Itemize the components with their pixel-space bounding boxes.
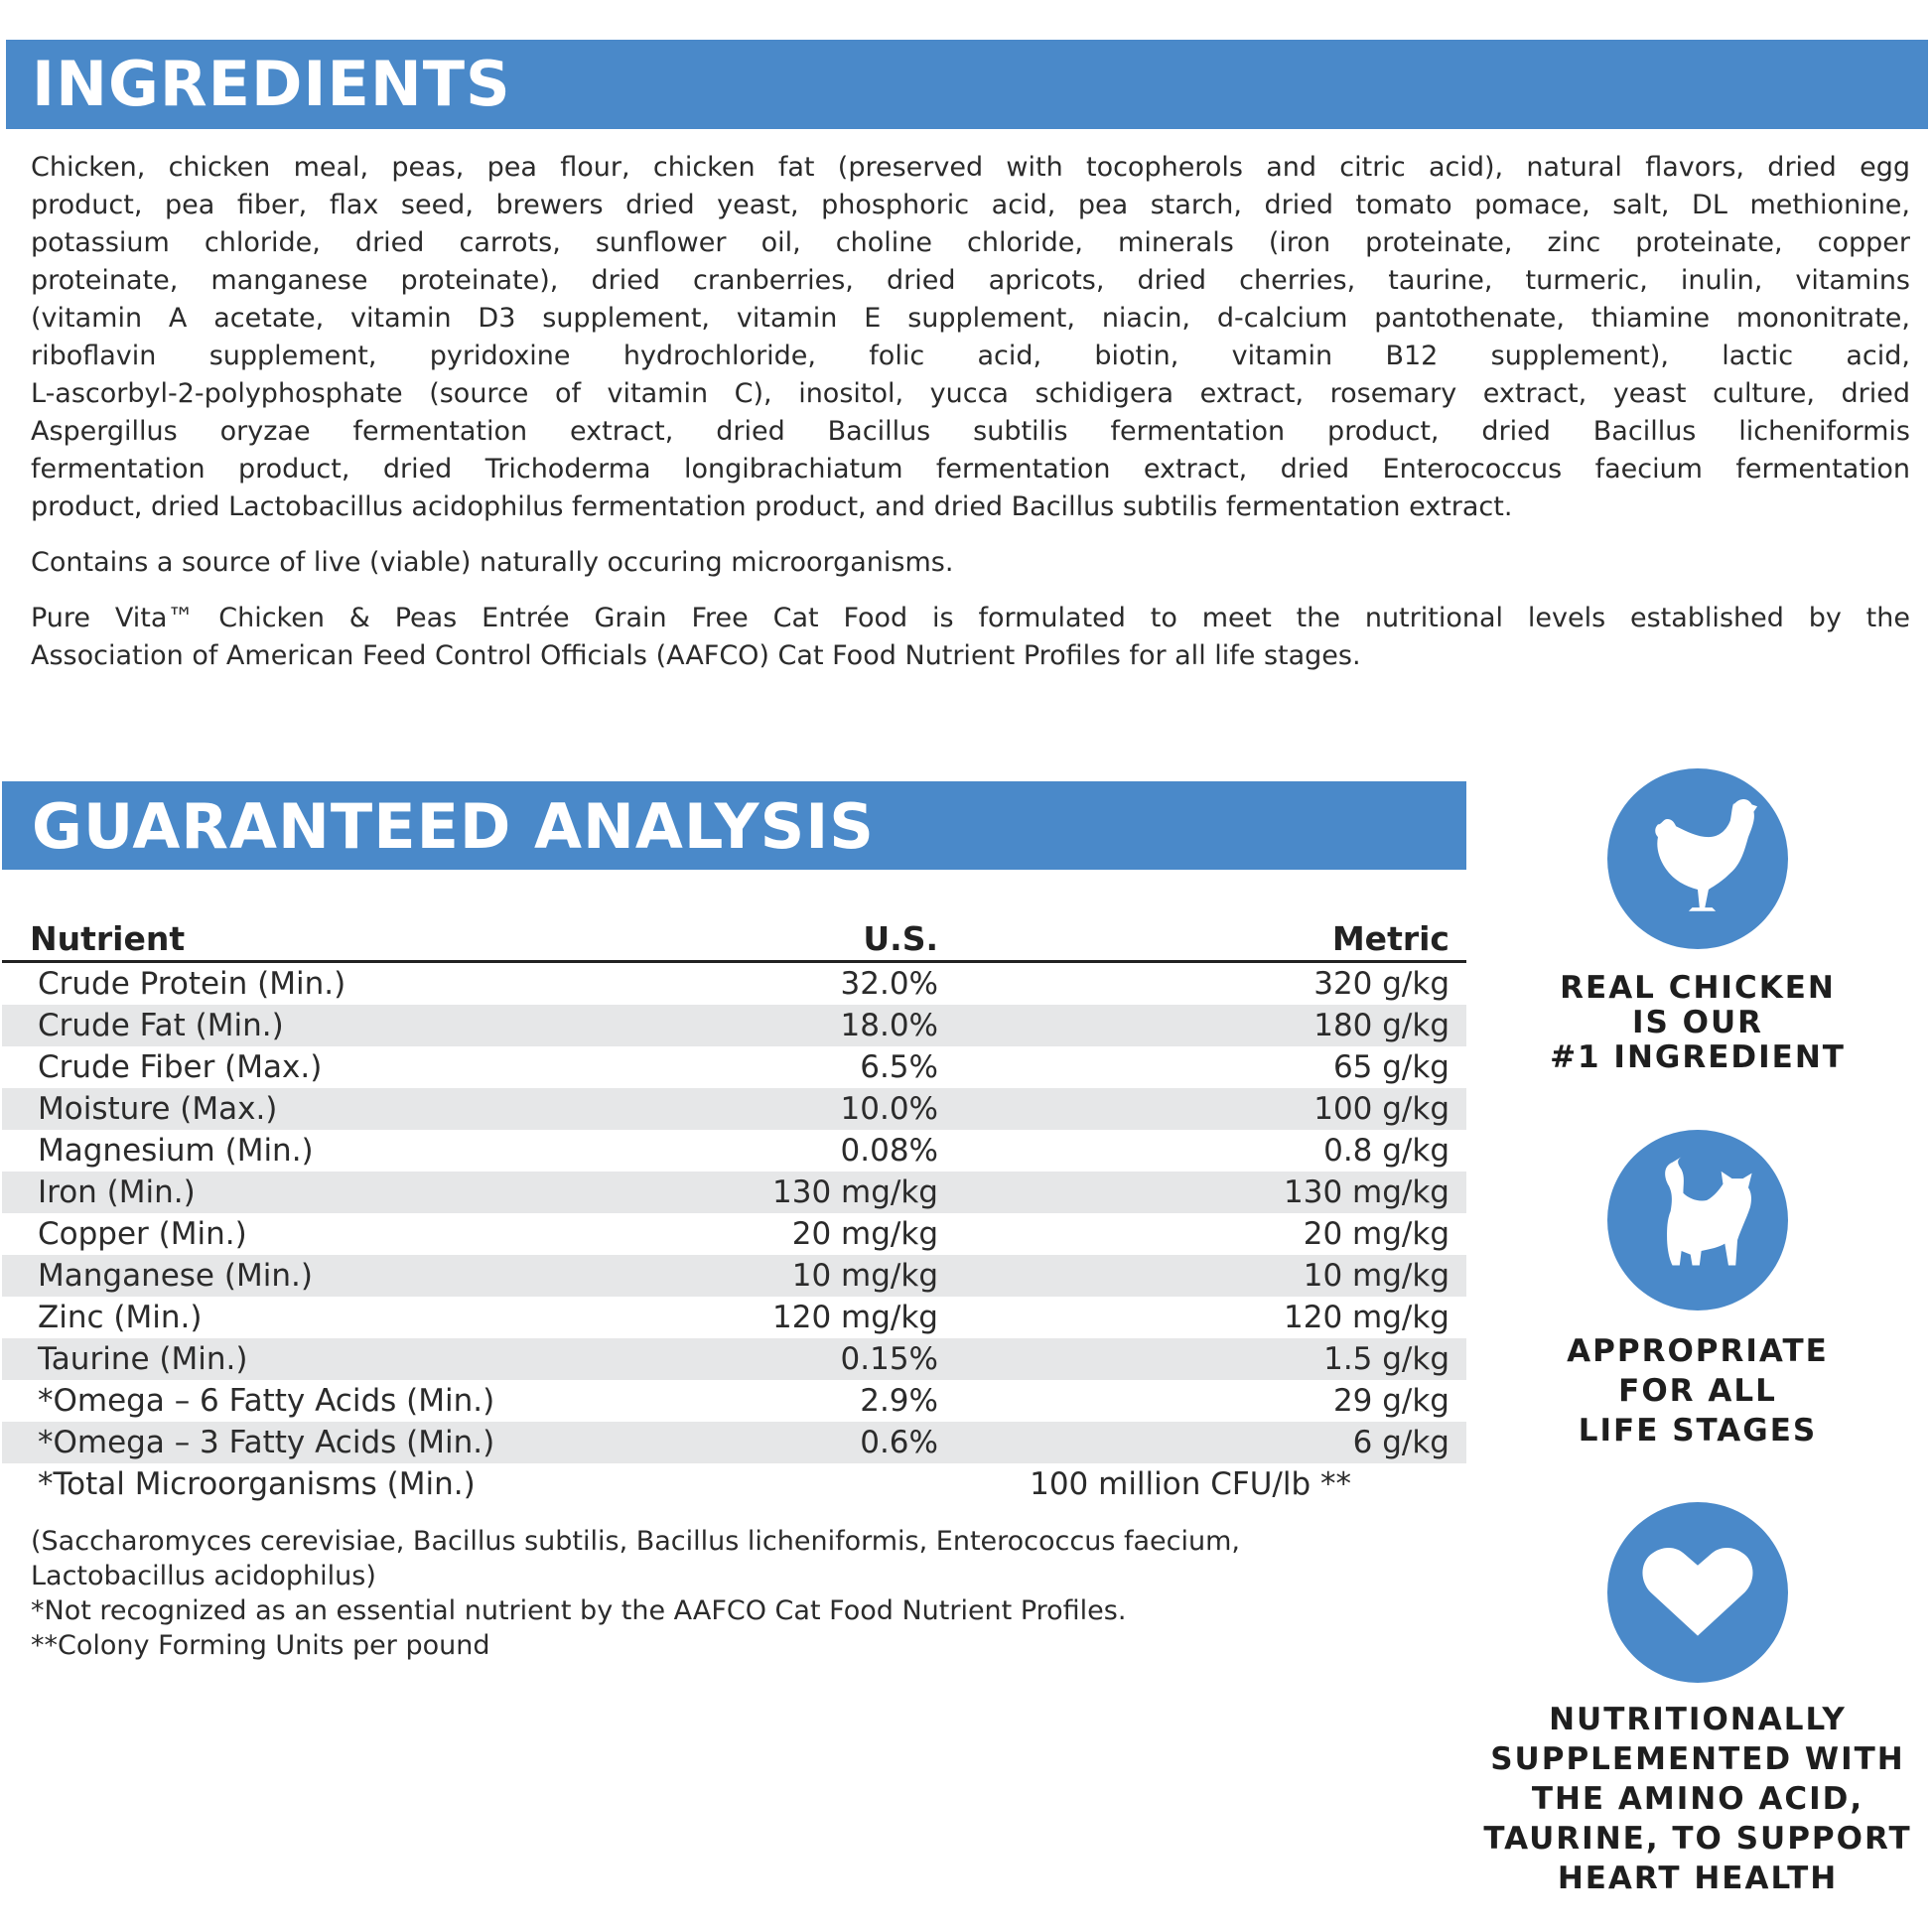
table-row: Manganese (Min.) 10 mg/kg 10 mg/kg	[2, 1255, 1466, 1297]
us-value: 6.5%	[860, 1049, 938, 1085]
nutrient-name: *Omega – 6 Fatty Acids (Min.)	[38, 1383, 495, 1419]
us-value: 120 mg/kg	[772, 1300, 938, 1335]
header-us: U.S.	[863, 919, 938, 958]
ingredient-line: product, dried Lactobacillus acidophilus…	[31, 491, 1513, 522]
nutrient-name: Moisture (Max.)	[38, 1091, 278, 1127]
us-value: 10 mg/kg	[791, 1258, 938, 1294]
badge-line: SUPPLEMENTED WITH	[1490, 1741, 1905, 1777]
ingredient-line: product, pea fiber, flax seed, brewers d…	[31, 190, 1910, 220]
nutrient-name: Iron (Min.)	[38, 1174, 196, 1210]
aafco-line: Association of American Feed Control Off…	[31, 640, 1361, 671]
table-row: Iron (Min.) 130 mg/kg 130 mg/kg	[2, 1172, 1466, 1213]
nutrient-name: Zinc (Min.)	[38, 1300, 203, 1335]
table-row: Crude Fat (Min.) 18.0% 180 g/kg	[2, 1005, 1466, 1046]
ingredient-line: Chicken, chicken meal, peas, pea flour, …	[31, 152, 1910, 183]
footnote-line: Lactobacillus acidophilus)	[31, 1561, 376, 1591]
guaranteed-analysis-header: GUARANTEED ANALYSIS	[2, 781, 1466, 870]
ingredient-line: potassium chloride, dried carrots, sunfl…	[31, 227, 1910, 258]
footnote-line: *Not recognized as an essential nutrient…	[31, 1595, 1127, 1626]
us-value: 10.0%	[840, 1091, 938, 1127]
badge-line: IS OUR	[1631, 1005, 1764, 1040]
us-value: 32.0%	[840, 966, 938, 1002]
ingredient-line: riboflavin supplement, pyridoxine hydroc…	[31, 341, 1910, 371]
nutrient-name: *Omega – 3 Fatty Acids (Min.)	[38, 1425, 495, 1460]
ingredient-line: Aspergillus oryzae fermentation extract,…	[31, 416, 1910, 447]
badge-real-chicken: REAL CHICKEN IS OUR #1 INGREDIENT	[1469, 971, 1926, 1075]
metric-value: 320 g/kg	[1313, 966, 1449, 1002]
microorganisms-note: Contains a source of live (viable) natur…	[31, 547, 954, 578]
ingredients-text: Chicken, chicken meal, peas, pea flour, …	[31, 149, 1910, 675]
nutrient-name: Crude Fiber (Max.)	[38, 1049, 323, 1085]
us-value: 130 mg/kg	[772, 1174, 938, 1210]
metric-value: 6 g/kg	[1352, 1425, 1449, 1460]
badge-line: APPROPRIATE	[1567, 1333, 1829, 1369]
metric-value: 20 mg/kg	[1303, 1216, 1449, 1252]
heart-icon	[1607, 1502, 1788, 1683]
badge-line: #1 INGREDIENT	[1550, 1039, 1846, 1075]
badge-line: HEART HEALTH	[1557, 1861, 1839, 1896]
metric-value: 100 g/kg	[1313, 1091, 1449, 1127]
nutrient-name: Taurine (Min.)	[38, 1341, 248, 1377]
us-value: 20 mg/kg	[791, 1216, 938, 1252]
table-row: Moisture (Max.) 10.0% 100 g/kg	[2, 1088, 1466, 1130]
us-value: 0.6%	[860, 1425, 938, 1460]
table-row: Crude Protein (Min.) 32.0% 320 g/kg	[2, 963, 1466, 1005]
table-row: Zinc (Min.) 120 mg/kg 120 mg/kg	[2, 1297, 1466, 1338]
us-value: 18.0%	[840, 1008, 938, 1043]
badge-line: REAL CHICKEN	[1560, 970, 1836, 1006]
badge-line: NUTRITIONALLY	[1549, 1702, 1847, 1737]
badge-line: LIFE STAGES	[1578, 1413, 1818, 1449]
nutrient-name: Copper (Min.)	[38, 1216, 247, 1252]
ingredient-line: (vitamin A acetate, vitamin D3 supplemen…	[31, 303, 1910, 334]
footnote-line: (Saccharomyces cerevisiae, Bacillus subt…	[31, 1526, 1241, 1557]
us-value: 0.08%	[840, 1133, 938, 1169]
table-row: Magnesium (Min.) 0.08% 0.8 g/kg	[2, 1130, 1466, 1172]
metric-value: 1.5 g/kg	[1323, 1341, 1449, 1377]
us-value: 2.9%	[860, 1383, 938, 1419]
metric-value: 130 mg/kg	[1284, 1174, 1449, 1210]
nutrient-name: *Total Microorganisms (Min.)	[38, 1466, 476, 1502]
analysis-table: Nutrient U.S. Metric Crude Protein (Min.…	[2, 915, 1466, 1505]
table-row: *Omega – 6 Fatty Acids (Min.) 2.9% 29 g/kg	[2, 1380, 1466, 1422]
header-metric: Metric	[1331, 919, 1449, 958]
metric-value: 0.8 g/kg	[1323, 1133, 1449, 1169]
badge-line: FOR ALL	[1618, 1373, 1777, 1409]
ingredient-line: fermentation product, dried Trichoderma …	[31, 454, 1910, 484]
badge-line: THE AMINO ACID,	[1531, 1781, 1864, 1817]
nutrient-name: Magnesium (Min.)	[38, 1133, 314, 1169]
table-row: Copper (Min.) 20 mg/kg 20 mg/kg	[2, 1213, 1466, 1255]
metric-value: 10 mg/kg	[1303, 1258, 1449, 1294]
table-row: *Omega – 3 Fatty Acids (Min.) 0.6% 6 g/kg	[2, 1422, 1466, 1463]
metric-value: 120 mg/kg	[1284, 1300, 1449, 1335]
chicken-icon	[1607, 768, 1788, 949]
table-row: Crude Fiber (Max.) 6.5% 65 g/kg	[2, 1046, 1466, 1088]
nutrient-name: Crude Protein (Min.)	[38, 966, 346, 1002]
table-row: Taurine (Min.) 0.15% 1.5 g/kg	[2, 1338, 1466, 1380]
footnotes: (Saccharomyces cerevisiae, Bacillus subt…	[31, 1524, 1240, 1663]
header-nutrient: Nutrient	[30, 919, 186, 958]
table-header: Nutrient U.S. Metric	[2, 915, 1466, 963]
aafco-statement: Pure Vita™ Chicken & Peas Entrée Grain F…	[31, 600, 1910, 675]
aafco-line: Pure Vita™ Chicken & Peas Entrée Grain F…	[31, 603, 1910, 633]
badge-line: TAURINE, TO SUPPORT	[1483, 1821, 1912, 1857]
ingredients-header: INGREDIENTS	[6, 40, 1928, 129]
cat-icon	[1607, 1130, 1788, 1311]
nutrient-name: Manganese (Min.)	[38, 1258, 313, 1294]
badge-heart-health: NUTRITIONALLY SUPPLEMENTED WITH THE AMINO …	[1469, 1700, 1926, 1898]
us-value: 0.15%	[840, 1341, 938, 1377]
nutrient-value: 100 million CFU/lb **	[1030, 1466, 1351, 1502]
ingredient-line: L-ascorbyl-2-polyphosphate (source of vi…	[31, 378, 1910, 409]
ingredient-line: proteinate, manganese proteinate), dried…	[31, 265, 1910, 296]
ingredients-list: Chicken, chicken meal, peas, pea flour, …	[31, 149, 1910, 526]
footnote-line: **Colony Forming Units per pound	[31, 1630, 490, 1661]
badge-life-stages: APPROPRIATE FOR ALL LIFE STAGES	[1469, 1331, 1926, 1450]
table-row-total-microorganisms: *Total Microorganisms (Min.) 100 million…	[2, 1463, 1466, 1505]
metric-value: 29 g/kg	[1332, 1383, 1449, 1419]
metric-value: 180 g/kg	[1313, 1008, 1449, 1043]
metric-value: 65 g/kg	[1332, 1049, 1449, 1085]
nutrient-name: Crude Fat (Min.)	[38, 1008, 284, 1043]
